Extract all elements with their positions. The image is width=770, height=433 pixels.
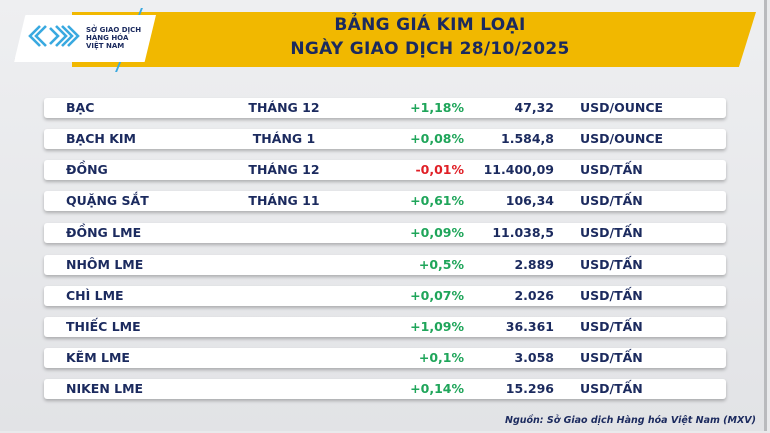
table-row: KẼM LME +0,1% 3.058 USD/TẤN	[44, 348, 726, 368]
metal-name: THIẾC LME	[66, 319, 141, 334]
logo-text-line: VIỆT NAM	[86, 42, 125, 50]
metal-name: ĐỒNG LME	[66, 225, 142, 240]
price-unit: USD/OUNCE	[580, 100, 664, 115]
title-line-2: NGÀY GIAO DỊCH 28/10/2025	[290, 39, 570, 59]
metal-name: QUẶNG SẮT	[66, 193, 149, 208]
change-percent: -0,01%	[415, 162, 464, 177]
table-row: ĐỒNG THÁNG 12 -0,01% 11.400,09 USD/TẤN	[44, 160, 726, 180]
price-unit: USD/TẤN	[580, 257, 643, 272]
table-row: THIẾC LME +1,09% 36.361 USD/TẤN	[44, 317, 726, 337]
price-unit: USD/TẤN	[580, 381, 643, 396]
change-percent: +0,07%	[410, 288, 464, 303]
price-unit: USD/TẤN	[580, 225, 643, 240]
price-value: 3.058	[514, 350, 554, 365]
title-banner	[72, 12, 756, 67]
change-percent: +0,61%	[410, 193, 464, 208]
table-row: QUẶNG SẮT THÁNG 11 +0,61% 106,34 USD/TẤN	[44, 191, 726, 211]
contract-month: THÁNG 12	[248, 162, 320, 177]
page-title: BẢNG GIÁ KIM LOẠI NGÀY GIAO DỊCH 28/10/2…	[150, 13, 710, 61]
price-unit: USD/TẤN	[580, 193, 643, 208]
price-value: 36.361	[505, 319, 554, 334]
metal-name: NIKEN LME	[66, 381, 144, 396]
metal-name: BẠCH KIM	[66, 131, 136, 146]
change-percent: +1,09%	[410, 319, 464, 334]
price-value: 15.296	[505, 381, 554, 396]
price-value: 47,32	[514, 100, 554, 115]
table-row: ĐỒNG LME +0,09% 11.038,5 USD/TẤN	[44, 223, 726, 243]
title-line-1: BẢNG GIÁ KIM LOẠI	[334, 15, 526, 35]
price-value: 11.038,5	[492, 225, 554, 240]
price-value: 2.889	[514, 257, 554, 272]
metal-name: CHÌ LME	[66, 288, 124, 303]
contract-month: THÁNG 1	[252, 131, 316, 146]
price-unit: USD/TẤN	[580, 319, 643, 334]
change-percent: +0,1%	[418, 350, 464, 365]
contract-month: THÁNG 12	[248, 100, 320, 115]
table-row: BẠC THÁNG 12 +1,18% 47,32 USD/OUNCE	[44, 98, 726, 118]
change-percent: +0,5%	[418, 257, 464, 272]
change-percent: +0,14%	[410, 381, 464, 396]
price-unit: USD/TẤN	[580, 162, 643, 177]
logo-mark-icon	[28, 25, 80, 47]
price-value: 2.026	[514, 288, 554, 303]
change-percent: +1,18%	[410, 100, 464, 115]
change-percent: +0,09%	[410, 225, 464, 240]
price-value: 11.400,09	[483, 162, 554, 177]
change-percent: +0,08%	[410, 131, 464, 146]
price-value: 1.584,8	[501, 131, 554, 146]
metal-name: ĐỒNG	[66, 162, 108, 177]
price-value: 106,34	[505, 193, 554, 208]
price-unit: USD/OUNCE	[580, 131, 664, 146]
logo-text-line: SỞ GIAO DỊCH	[86, 26, 142, 34]
metal-name: NHÔM LME	[66, 257, 144, 272]
source-note: Nguồn: Sở Giao dịch Hàng hóa Việt Nam (M…	[505, 415, 756, 426]
contract-month: THÁNG 11	[248, 193, 320, 208]
table-row: BẠCH KIM THÁNG 1 +0,08% 1.584,8 USD/OUNCE	[44, 129, 726, 149]
logo-text-line: HÀNG HÓA	[86, 34, 129, 42]
price-unit: USD/TẤN	[580, 288, 643, 303]
table-row: NIKEN LME +0,14% 15.296 USD/TẤN	[44, 379, 726, 399]
metal-name: BẠC	[66, 100, 95, 115]
price-unit: USD/TẤN	[580, 350, 643, 365]
logo-text: SỞ GIAO DỊCH HÀNG HÓA VIỆT NAM	[86, 26, 141, 50]
table-row: CHÌ LME +0,07% 2.026 USD/TẤN	[44, 286, 726, 306]
table-row: NHÔM LME +0,5% 2.889 USD/TẤN	[44, 255, 726, 275]
metal-name: KẼM LME	[66, 350, 130, 365]
